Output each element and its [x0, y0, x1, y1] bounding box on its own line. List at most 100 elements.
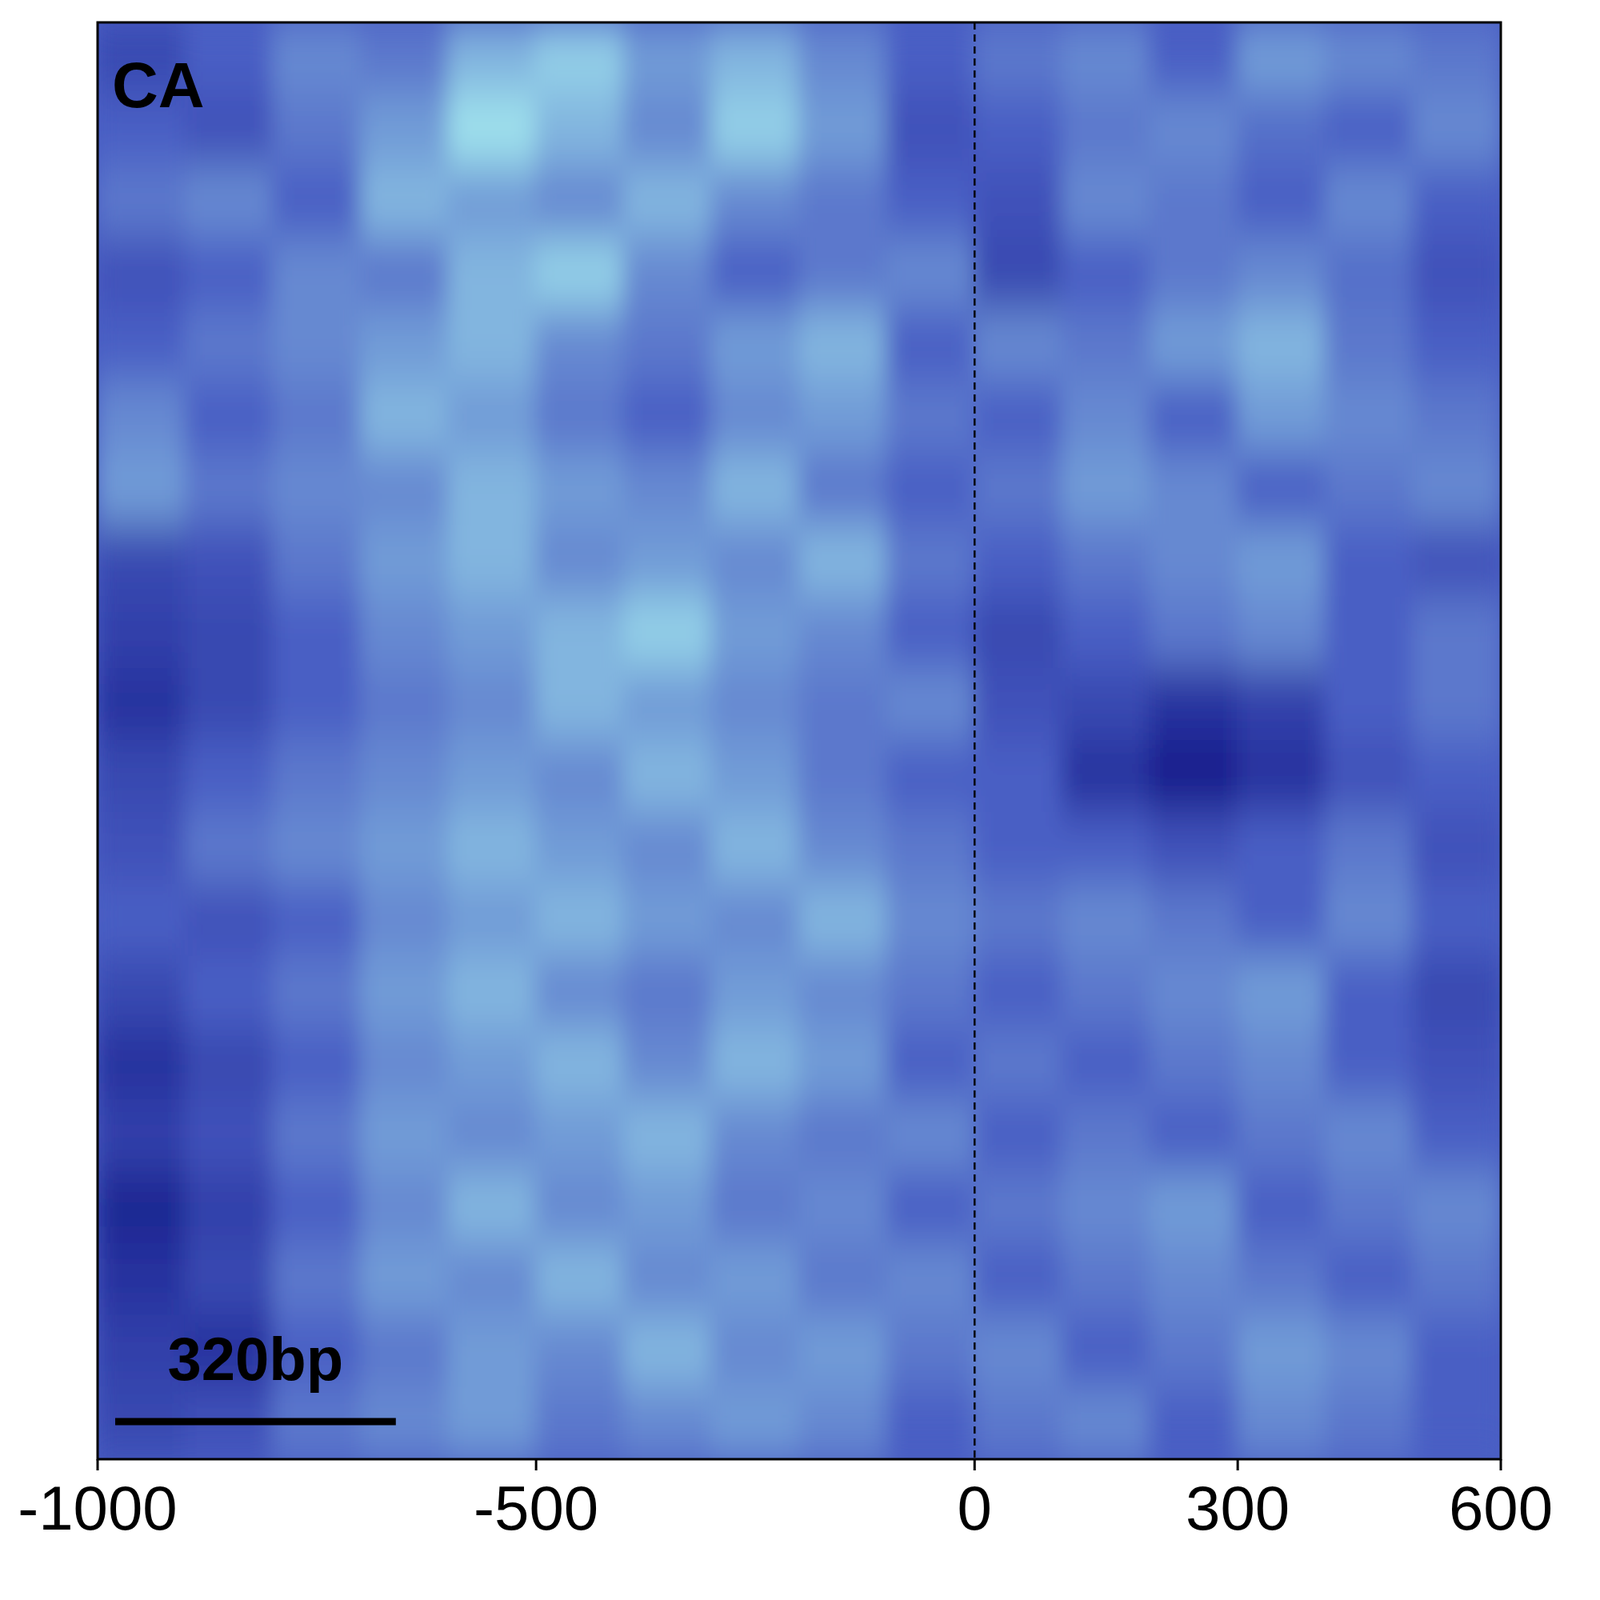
cell: [1061, 452, 1152, 527]
cell: [1061, 93, 1152, 168]
cell: [710, 1027, 800, 1101]
cell: [886, 1314, 976, 1388]
cell: [97, 524, 187, 599]
x-tick-label: 600: [1448, 1472, 1553, 1544]
cell: [1324, 955, 1415, 1029]
cell: [1324, 812, 1415, 886]
cell: [798, 812, 888, 886]
x-tick: [1236, 1459, 1240, 1471]
cell: [1236, 668, 1327, 742]
cell: [710, 812, 800, 886]
cell: [710, 236, 800, 311]
cell: [1149, 596, 1240, 670]
cell: [973, 668, 1064, 742]
cell: [448, 236, 538, 311]
cell: [360, 955, 450, 1029]
cell: [1412, 22, 1501, 96]
cell: [97, 1099, 187, 1173]
cell: [1412, 1099, 1501, 1173]
cell: [272, 380, 362, 455]
cell: [1236, 884, 1327, 958]
scale-bar: [115, 1418, 396, 1426]
cell: [623, 380, 713, 455]
cell: [710, 380, 800, 455]
cell: [886, 1171, 976, 1245]
cell: [360, 812, 450, 886]
cell: [535, 1099, 625, 1173]
cell: [1324, 380, 1415, 455]
cell: [710, 1386, 800, 1460]
cell: [184, 452, 275, 527]
x-tick-label: -1000: [17, 1472, 178, 1544]
cell: [1412, 740, 1501, 814]
cell: [1149, 452, 1240, 527]
cell: [535, 668, 625, 742]
x-tick-label: 300: [1185, 1472, 1290, 1544]
cell: [1149, 668, 1240, 742]
cell: [973, 165, 1064, 240]
cell: [1149, 1027, 1240, 1101]
cell: [623, 812, 713, 886]
cell: [710, 1314, 800, 1388]
cell: [1412, 308, 1501, 383]
cell: [360, 165, 450, 240]
cell: [535, 1027, 625, 1101]
cell: [360, 1314, 450, 1388]
cell: [886, 668, 976, 742]
cell: [184, 955, 275, 1029]
cell: [272, 740, 362, 814]
cell: [1324, 236, 1415, 311]
cell: [360, 93, 450, 168]
cell: [710, 1099, 800, 1173]
cell: [1236, 955, 1327, 1029]
cell: [886, 236, 976, 311]
cell: [973, 236, 1064, 311]
cell: [184, 740, 275, 814]
cell: [535, 596, 625, 670]
cell: [798, 22, 888, 96]
cell: [1149, 740, 1240, 814]
cell: [798, 1171, 888, 1245]
cell: [1236, 165, 1327, 240]
cell: [97, 1027, 187, 1101]
cell: [360, 22, 450, 96]
cell: [1236, 1243, 1327, 1317]
cell: [1061, 1386, 1152, 1460]
cell: [360, 380, 450, 455]
cell: [448, 596, 538, 670]
cell: [97, 452, 187, 527]
cell: [184, 1171, 275, 1245]
cell: [886, 452, 976, 527]
cell: [1412, 1027, 1501, 1101]
cell: [886, 955, 976, 1029]
cell: [973, 1171, 1064, 1245]
cell: [1236, 740, 1327, 814]
cell: [1061, 22, 1152, 96]
cell: [360, 740, 450, 814]
cell: [973, 1027, 1064, 1101]
cell: [1061, 955, 1152, 1029]
cell: [886, 1099, 976, 1173]
cell: [1236, 1027, 1327, 1101]
cell: [1324, 596, 1415, 670]
cell: [886, 812, 976, 886]
cell: [360, 452, 450, 527]
cell: [1412, 524, 1501, 599]
cell: [886, 740, 976, 814]
cell: [886, 524, 976, 599]
cell: [886, 884, 976, 958]
cell: [1236, 812, 1327, 886]
cell: [535, 1314, 625, 1388]
cell: [1412, 1171, 1501, 1245]
cell: [1412, 93, 1501, 168]
cell: [973, 1314, 1064, 1388]
cell: [710, 740, 800, 814]
cell-group: [97, 22, 1501, 1460]
cell: [973, 740, 1064, 814]
cell: [973, 884, 1064, 958]
cell: [360, 236, 450, 311]
cell: [886, 93, 976, 168]
cell: [798, 955, 888, 1029]
cell: [1324, 93, 1415, 168]
cell: [535, 236, 625, 311]
